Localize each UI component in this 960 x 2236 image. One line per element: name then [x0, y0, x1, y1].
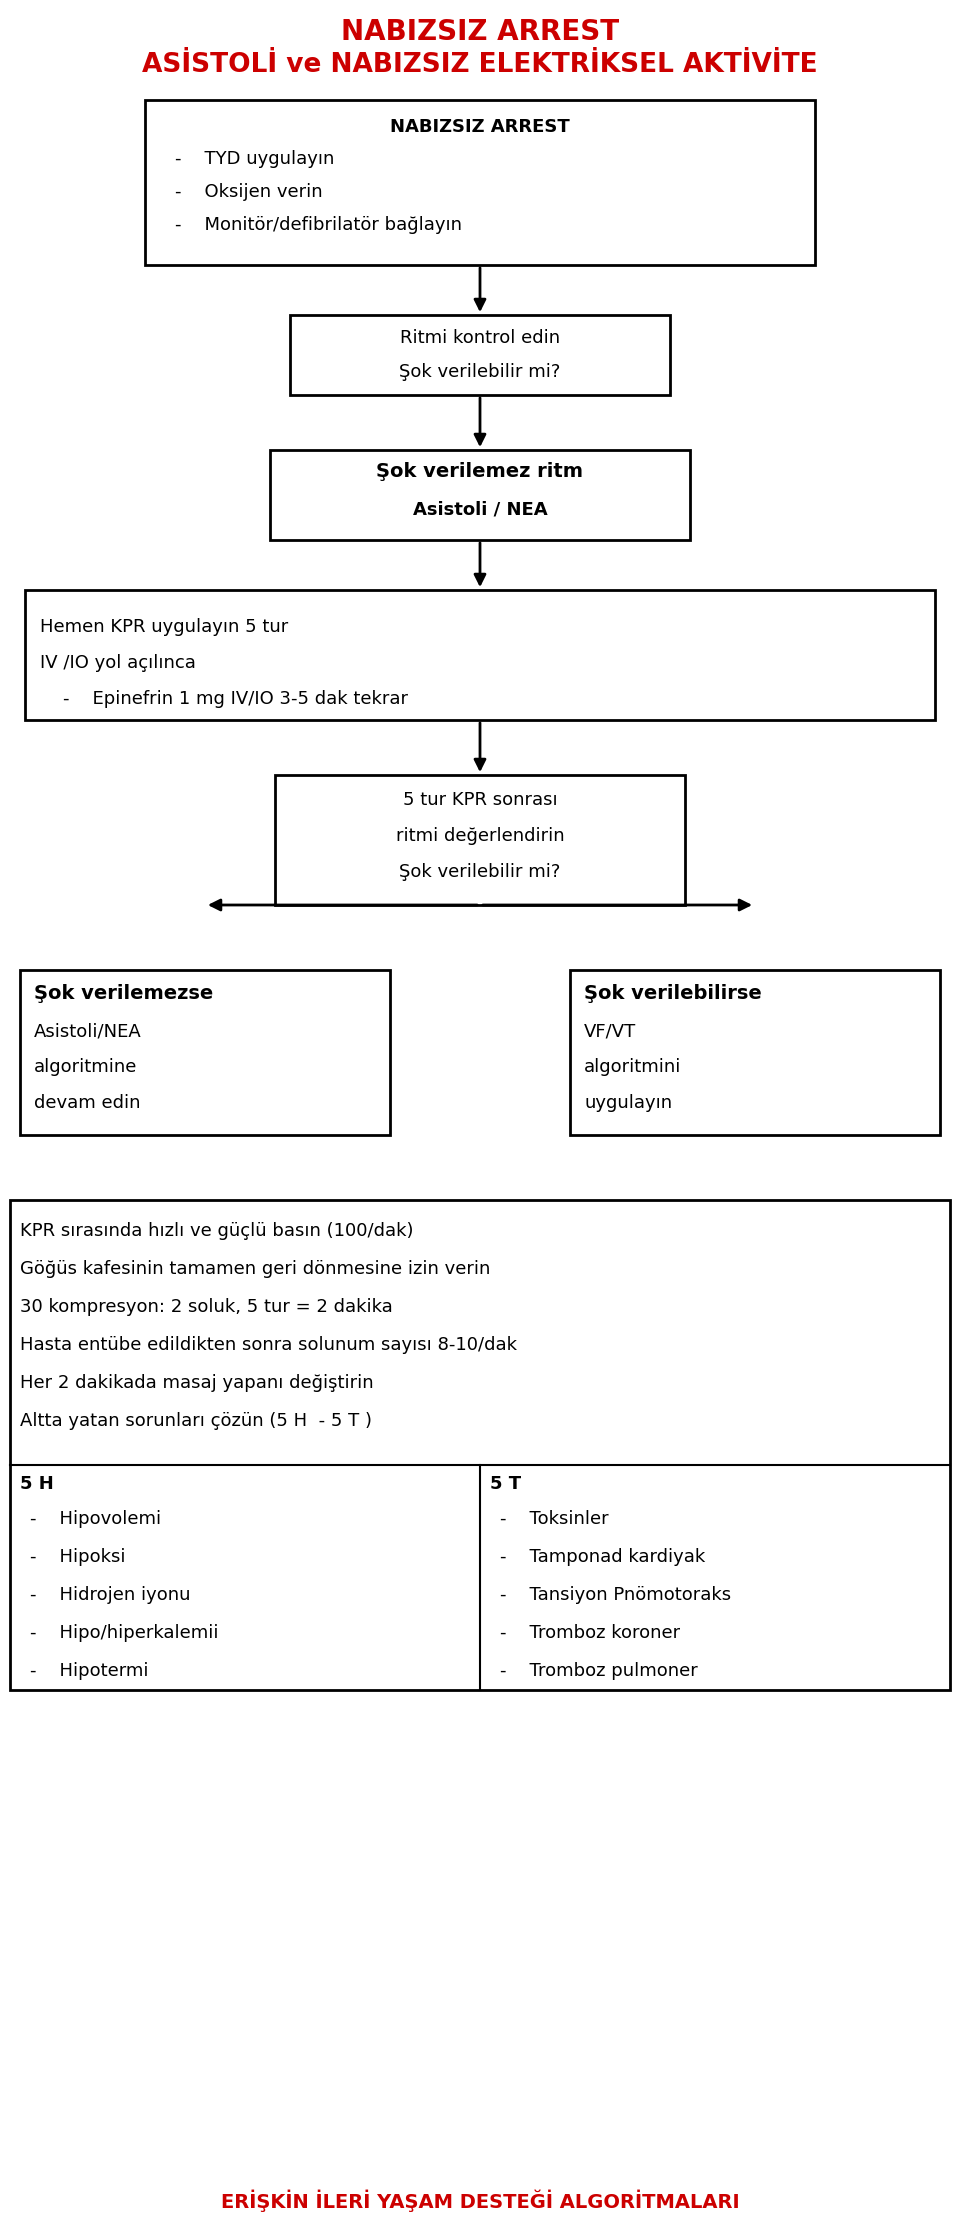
Text: 30 kompresyon: 2 soluk, 5 tur = 2 dakika: 30 kompresyon: 2 soluk, 5 tur = 2 dakika: [20, 1299, 393, 1317]
Text: -    Toksinler: - Toksinler: [500, 1509, 609, 1527]
Bar: [10, 1201, 950, 1690]
Text: ERİŞKİN İLERİ YAŞAM DESTEĞİ ALGORİTMALARI: ERİŞKİN İLERİ YAŞAM DESTEĞİ ALGORİTMALAR…: [221, 2189, 739, 2211]
Text: Hasta entübe edildikten sonra solunum sayısı 8-10/dak: Hasta entübe edildikten sonra solunum sa…: [20, 1335, 517, 1355]
Text: Asistoli / NEA: Asistoli / NEA: [413, 501, 547, 519]
Text: -    Oksijen verin: - Oksijen verin: [175, 183, 323, 201]
Text: devam edin: devam edin: [34, 1093, 140, 1111]
Text: -    Tamponad kardiyak: - Tamponad kardiyak: [500, 1547, 706, 1565]
Text: Göğüs kafesinin tamamen geri dönmesine izin verin: Göğüs kafesinin tamamen geri dönmesine i…: [20, 1261, 491, 1279]
Bar: [270, 449, 690, 541]
Text: Şok verilebilirse: Şok verilebilirse: [584, 984, 761, 1004]
Text: Altta yatan sorunları çözün (5 H  - 5 T ): Altta yatan sorunları çözün (5 H - 5 T ): [20, 1411, 372, 1431]
Text: -    Tromboz koroner: - Tromboz koroner: [500, 1623, 680, 1641]
Bar: [25, 590, 935, 720]
Text: Şok verilemezse: Şok verilemezse: [34, 984, 213, 1004]
Text: KPR sırasında hızlı ve güçlü basın (100/dak): KPR sırasında hızlı ve güçlü basın (100/…: [20, 1223, 414, 1241]
Text: uygulayın: uygulayın: [584, 1093, 672, 1111]
Text: Asistoli/NEA: Asistoli/NEA: [34, 1022, 142, 1040]
Text: VF/VT: VF/VT: [584, 1022, 636, 1040]
Text: algoritmini: algoritmini: [584, 1058, 682, 1076]
Text: -    Tansiyon Pnömotoraks: - Tansiyon Pnömotoraks: [500, 1585, 732, 1603]
Bar: [290, 315, 670, 396]
Text: ASİSTOLİ ve NABIZSIZ ELEKTRİKSEL AKTİVİTE: ASİSTOLİ ve NABIZSIZ ELEKTRİKSEL AKTİVİT…: [142, 51, 818, 78]
Text: -    Hipovolemi: - Hipovolemi: [30, 1509, 161, 1527]
Text: Şok verilebilir mi?: Şok verilebilir mi?: [399, 863, 561, 881]
Text: IV /IO yol açılınca: IV /IO yol açılınca: [40, 653, 196, 673]
Bar: [570, 970, 940, 1136]
Text: Şok verilemez ritm: Şok verilemez ritm: [376, 463, 584, 481]
Text: -    TYD uygulayın: - TYD uygulayın: [175, 150, 334, 168]
Text: 5 tur KPR sonrası: 5 tur KPR sonrası: [402, 792, 558, 809]
Bar: [275, 776, 685, 906]
Text: Her 2 dakikada masaj yapanı değiştirin: Her 2 dakikada masaj yapanı değiştirin: [20, 1373, 373, 1393]
Text: ritmi değerlendirin: ritmi değerlendirin: [396, 827, 564, 845]
Bar: [20, 970, 390, 1136]
Text: NABIZSIZ ARREST: NABIZSIZ ARREST: [390, 119, 570, 136]
Bar: [145, 101, 815, 266]
Text: algoritmine: algoritmine: [34, 1058, 137, 1076]
Text: -    Epinefrin 1 mg IV/IO 3-5 dak tekrar: - Epinefrin 1 mg IV/IO 3-5 dak tekrar: [40, 691, 408, 709]
Text: -    Hipotermi: - Hipotermi: [30, 1661, 149, 1679]
Text: Hemen KPR uygulayın 5 tur: Hemen KPR uygulayın 5 tur: [40, 617, 288, 635]
Text: -    Monitör/defibrilatör bağlayın: - Monitör/defibrilatör bağlayın: [175, 217, 462, 235]
Text: Şok verilebilir mi?: Şok verilebilir mi?: [399, 362, 561, 380]
Text: -    Hidrojen iyonu: - Hidrojen iyonu: [30, 1585, 190, 1603]
Text: NABIZSIZ ARREST: NABIZSIZ ARREST: [341, 18, 619, 47]
Text: -    Tromboz pulmoner: - Tromboz pulmoner: [500, 1661, 698, 1679]
Text: -    Hipoksi: - Hipoksi: [30, 1547, 126, 1565]
Text: -    Hipo/hiperkalemii: - Hipo/hiperkalemii: [30, 1623, 219, 1641]
Text: 5 T: 5 T: [490, 1476, 521, 1494]
Text: 5 H: 5 H: [20, 1476, 54, 1494]
Text: Ritmi kontrol edin: Ritmi kontrol edin: [400, 329, 560, 347]
